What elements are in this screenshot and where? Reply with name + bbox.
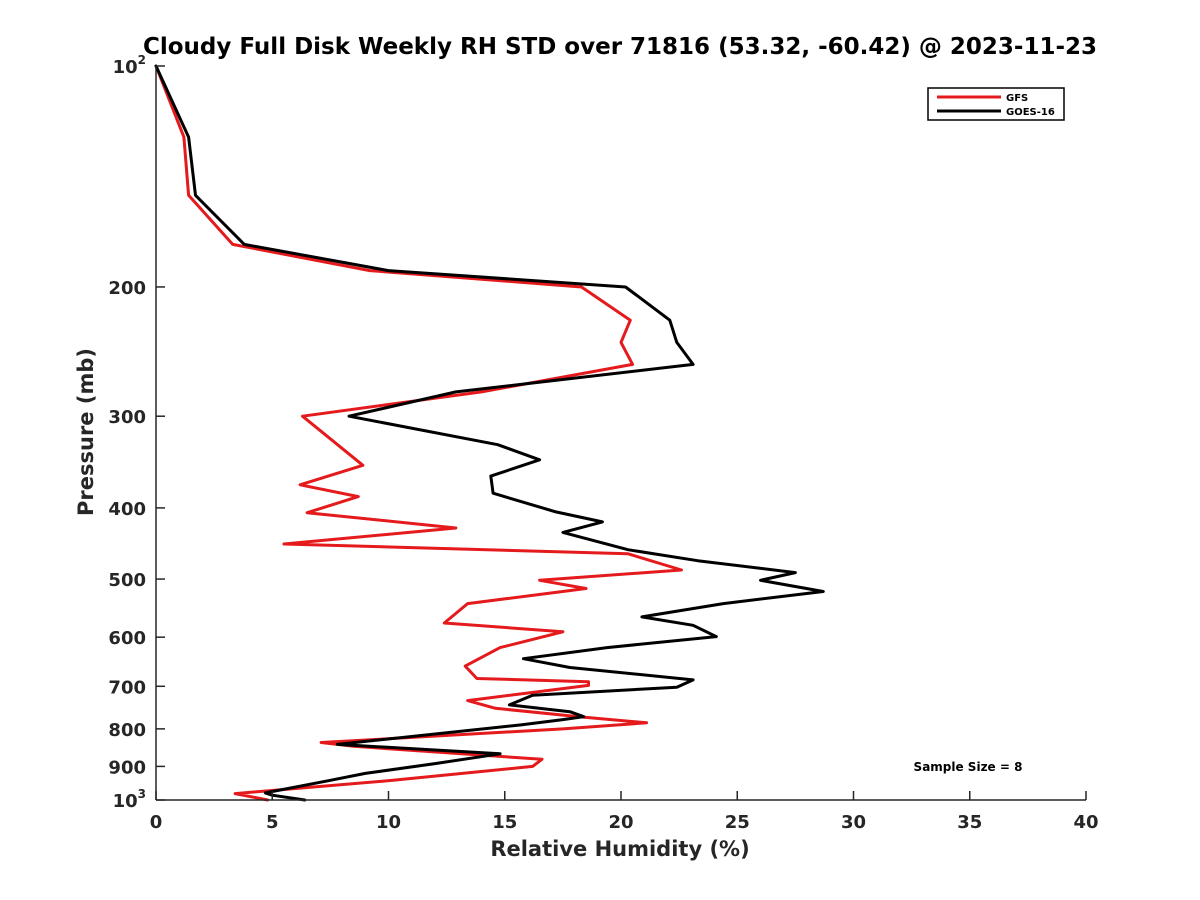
x-tick-label: 25 — [725, 812, 750, 833]
series-line-gfs — [154, 64, 683, 802]
x-tick-label: 35 — [957, 812, 982, 833]
legend-entry: GOES-16 — [1006, 107, 1055, 118]
x-tick-label: 20 — [608, 812, 633, 833]
x-tick-label: 0 — [150, 812, 163, 833]
y-tick-label: 300 — [108, 407, 146, 428]
y-tick-label: 200 — [108, 278, 146, 299]
series-line-goes-16 — [154, 64, 825, 802]
legend-box — [927, 87, 1065, 121]
sample-size-annotation: Sample Size = 8 — [914, 760, 1023, 774]
legend: GFS GOES-16 — [927, 87, 1065, 121]
chart-title: Cloudy Full Disk Weekly RH STD over 7181… — [143, 34, 1097, 60]
y-tick-label: 102 — [113, 53, 146, 78]
legend-entry: GFS — [1006, 93, 1028, 104]
x-tick-label: 30 — [841, 812, 866, 833]
y-tick-label: 800 — [108, 720, 146, 741]
y-tick-label: 700 — [108, 677, 146, 698]
x-tick-label: 10 — [376, 812, 401, 833]
y-tick-label: 103 — [113, 787, 146, 812]
y-tick-label: 900 — [108, 757, 146, 778]
axes: 0 5 10 15 20 25 30 35 40 102 200 300 400 500 600 700 800… — [108, 53, 1098, 833]
y-tick-label: 500 — [108, 570, 146, 591]
x-tick-label: 15 — [492, 812, 517, 833]
x-tick-label: 5 — [266, 812, 279, 833]
plot-area — [154, 64, 825, 802]
y-axis-label: Pressure (mb) — [74, 348, 98, 516]
y-tick-label: 400 — [108, 499, 146, 520]
x-tick-label: 40 — [1073, 812, 1098, 833]
y-tick-label: 600 — [108, 628, 146, 649]
x-axis-label: Relative Humidity (%) — [490, 837, 749, 861]
